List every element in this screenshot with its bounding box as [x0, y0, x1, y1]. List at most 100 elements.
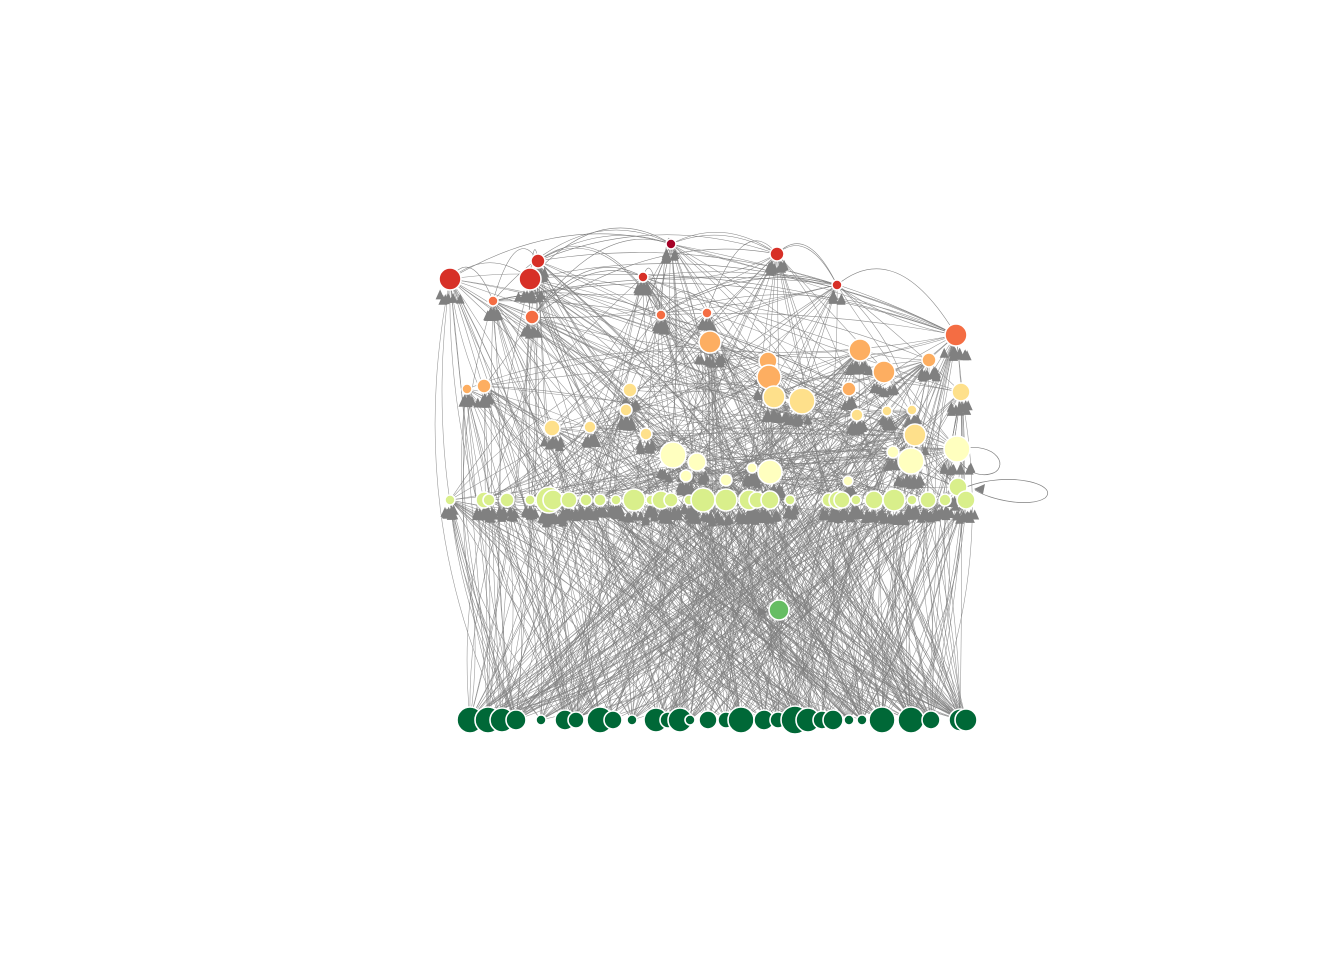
- node-76: [768, 599, 790, 621]
- node-9: [655, 309, 667, 321]
- edge-508: [689, 334, 957, 721]
- node-104: [921, 710, 941, 730]
- edge-358: [809, 499, 830, 721]
- arrowhead-89: [528, 326, 538, 337]
- arrowhead-206: [844, 398, 854, 409]
- arrowhead-195: [930, 366, 940, 377]
- edge-603: [709, 341, 894, 453]
- node-39: [943, 435, 971, 463]
- arrowhead-614: [680, 504, 690, 514]
- arrowhead-61: [836, 293, 846, 304]
- arrowhead-456: [449, 504, 459, 515]
- edge-422: [655, 499, 750, 721]
- edge-667: [449, 276, 644, 501]
- node-40: [897, 447, 925, 475]
- edge-475: [483, 385, 779, 721]
- node-0: [665, 238, 677, 250]
- arrowhead-421: [893, 476, 903, 487]
- edge-436: [487, 499, 652, 721]
- edge-467: [483, 385, 796, 721]
- edge-315: [483, 385, 489, 721]
- node-36: [679, 469, 693, 483]
- node-14: [756, 364, 782, 390]
- arrowhead-212: [460, 394, 470, 405]
- arrowhead-259: [786, 413, 796, 424]
- edge-892: [449, 233, 672, 280]
- edge-753: [492, 300, 587, 501]
- arrowhead-493: [521, 507, 531, 518]
- arrowhead-671: [771, 509, 781, 520]
- edge-555: [837, 499, 961, 721]
- arrowhead-470: [489, 509, 499, 520]
- node-73: [938, 493, 952, 507]
- arrowhead-184: [878, 386, 888, 397]
- edge-495: [551, 427, 614, 721]
- arrowhead-469: [483, 505, 492, 516]
- edge-897: [660, 277, 838, 316]
- arrowhead-728: [869, 508, 879, 519]
- node-42: [842, 475, 854, 487]
- edge-178: [702, 499, 834, 721]
- arrowhead-254: [774, 410, 784, 421]
- arrowhead-303: [644, 443, 654, 454]
- arrowhead-804: [953, 510, 963, 521]
- node-1: [438, 267, 462, 291]
- edge-489: [515, 360, 769, 721]
- edge-720: [449, 341, 711, 501]
- edge-514: [631, 396, 775, 721]
- node-4: [637, 271, 649, 283]
- edge-643: [709, 341, 895, 501]
- node-86: [626, 714, 638, 726]
- edge-968: [926, 334, 961, 721]
- arrowhead-394: [752, 477, 762, 488]
- edge-366: [487, 499, 857, 721]
- edge-152: [748, 499, 863, 721]
- edge-921: [492, 248, 539, 302]
- edge-139: [515, 253, 778, 721]
- arrowhead-557: [595, 505, 605, 516]
- edge-279: [585, 499, 796, 721]
- arrowhead-56: [769, 262, 779, 273]
- edge-336: [575, 426, 603, 721]
- edge-903: [660, 290, 708, 316]
- edge-686: [488, 312, 708, 501]
- edge-735: [688, 448, 958, 501]
- self-loop-1: [965, 479, 1048, 503]
- edge-952: [881, 499, 967, 721]
- edge-902: [529, 227, 672, 280]
- arrowhead-103: [653, 322, 662, 333]
- edge-403: [807, 499, 857, 721]
- node-72: [919, 491, 937, 509]
- arrowhead-805: [758, 607, 768, 617]
- edge-772: [828, 410, 888, 501]
- edge-416: [667, 349, 861, 721]
- edge-486: [483, 385, 633, 721]
- edge-523: [631, 499, 758, 721]
- arrowhead-605: [665, 509, 675, 520]
- edge-816: [629, 389, 727, 501]
- edge-907: [492, 282, 957, 336]
- edge-484: [575, 434, 916, 721]
- arrowhead-137: [714, 354, 724, 365]
- arrowhead-758: [904, 504, 913, 515]
- edge-966: [906, 334, 957, 721]
- edge-929: [449, 499, 517, 721]
- arrowhead-428: [909, 474, 919, 484]
- self-loop-arrowhead: [974, 484, 985, 494]
- edge-815: [615, 409, 913, 501]
- edge-532: [667, 349, 861, 721]
- edge-795: [483, 349, 861, 387]
- arrowhead-625: [692, 513, 702, 524]
- edge-737: [492, 293, 930, 361]
- node-57: [663, 492, 679, 508]
- edge-207: [531, 316, 883, 721]
- arrowhead-175: [844, 365, 854, 375]
- arrowhead-785: [942, 507, 952, 517]
- arrowhead-352: [660, 469, 669, 480]
- edge-946: [449, 278, 489, 721]
- node-43: [444, 494, 456, 506]
- edge-190: [821, 486, 959, 721]
- edge-657: [670, 243, 957, 336]
- arrowhead-346: [878, 415, 888, 426]
